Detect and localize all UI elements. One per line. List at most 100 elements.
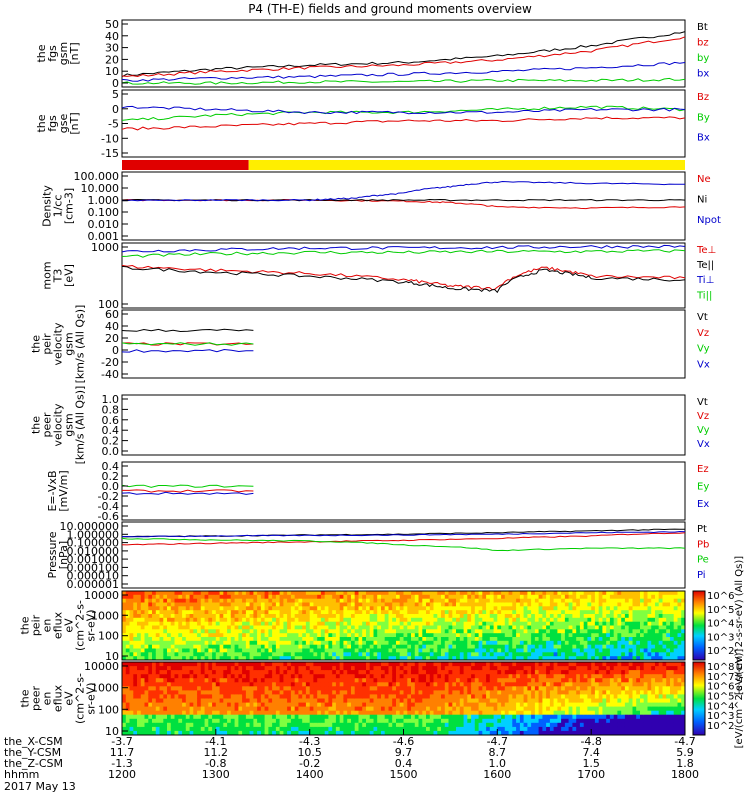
spectrogram-cell xyxy=(677,598,682,603)
spectrogram-cell xyxy=(287,662,292,667)
spectrogram-cell xyxy=(242,656,247,661)
spectrogram-cell xyxy=(302,637,307,642)
spectrogram-cell xyxy=(324,710,329,716)
spectrogram-cell xyxy=(290,598,296,603)
spectrogram-cell xyxy=(129,706,134,712)
spectrogram-cell xyxy=(448,591,453,596)
spectrogram-cell xyxy=(384,625,389,630)
series-Ex xyxy=(121,491,254,495)
spectrogram-cell xyxy=(640,644,645,649)
spectrogram-cell xyxy=(508,610,513,615)
spectrogram-cell xyxy=(185,614,191,619)
spectrogram-cell xyxy=(227,648,232,653)
spectrogram-cell xyxy=(174,625,179,630)
spectrogram-cell xyxy=(159,686,164,691)
spectrogram-cell xyxy=(189,621,194,626)
spectrogram-cell xyxy=(489,625,495,630)
spectrogram-cell xyxy=(369,710,374,716)
spectrogram-cell xyxy=(640,594,645,600)
spectrogram-cell xyxy=(294,610,299,615)
spectrogram-cell xyxy=(245,621,251,626)
spectrogram-cell xyxy=(392,686,397,691)
spectrogram-cell xyxy=(238,670,243,675)
spectrogram-cell xyxy=(655,629,660,634)
spectrogram-cell xyxy=(125,722,131,728)
spectrogram-cell xyxy=(200,644,206,649)
spectrogram-cell xyxy=(523,674,528,679)
spectrogram-cell xyxy=(335,730,341,736)
spectrogram-cell xyxy=(640,637,645,642)
spectrogram-cell xyxy=(677,610,682,615)
spectrogram-cell xyxy=(275,594,281,600)
spectrogram-cell xyxy=(313,674,318,679)
spectrogram-cell xyxy=(523,610,528,615)
spectrogram-cell xyxy=(358,714,363,720)
spectrogram-cell xyxy=(591,614,596,619)
spectrogram-cell xyxy=(234,606,239,611)
spectrogram-cell xyxy=(493,610,498,615)
y-tick-label: -0.6 xyxy=(98,510,119,523)
spectrogram-cell xyxy=(658,614,663,619)
series-Ey xyxy=(121,484,254,488)
spectrogram-cell xyxy=(542,610,547,615)
spectrogram-cell xyxy=(129,633,134,638)
spectrogram-cell xyxy=(208,602,213,607)
spectrogram-cell xyxy=(283,698,288,704)
spectrogram-cell xyxy=(351,598,356,603)
spectrogram-cell xyxy=(433,602,438,607)
spectrogram-cell xyxy=(407,625,412,630)
spectrogram-cell xyxy=(230,614,236,619)
spectrogram-cell xyxy=(369,637,374,642)
spectrogram-cell xyxy=(362,644,367,649)
spectrogram-cell xyxy=(193,670,198,675)
spectrogram-cell xyxy=(583,644,588,649)
y-tick-label: 40 xyxy=(105,30,119,43)
spectrogram-cell xyxy=(208,648,213,653)
spectrogram-cell xyxy=(399,591,404,596)
spectrogram-cell xyxy=(441,606,446,611)
spectrogram-cell xyxy=(347,698,352,704)
spectrogram-cell xyxy=(335,617,341,623)
spectrogram-cell xyxy=(467,652,472,657)
spectrogram-cell xyxy=(486,666,491,671)
spectrogram-cell xyxy=(328,730,333,736)
spectrogram-cell xyxy=(170,674,176,679)
spectrogram-cell xyxy=(602,594,607,600)
spectrogram-cell xyxy=(320,686,326,691)
spectrogram-cell xyxy=(426,602,431,607)
spectrogram-cell xyxy=(396,594,401,600)
spectrogram-cell xyxy=(159,670,164,675)
spectrogram-cell xyxy=(317,625,322,630)
spectrogram-cell xyxy=(268,644,273,649)
spectrogram-cell xyxy=(324,617,329,623)
panel-4: NeNiNpot100.00010.0001.0000.1000.0100.00… xyxy=(41,170,721,243)
spectrogram-cell xyxy=(208,686,213,691)
spectrogram-cell xyxy=(486,629,491,634)
spectrogram-cell xyxy=(324,621,329,626)
spectrogram-cell xyxy=(290,714,296,720)
spectrogram-cell xyxy=(320,644,326,649)
spectrogram-cell xyxy=(174,644,179,649)
spectrogram-cell xyxy=(531,722,536,728)
spectrogram-cell xyxy=(463,614,468,619)
spectrogram-cell xyxy=(452,594,457,600)
spectrogram-cell xyxy=(155,666,161,671)
spectrogram-cell xyxy=(242,610,247,615)
spectrogram-cell xyxy=(290,637,296,642)
spectrogram-cell xyxy=(245,702,251,708)
spectrogram-cell xyxy=(309,710,314,716)
spectrogram-cell xyxy=(290,730,296,736)
spectrogram-cell xyxy=(197,633,202,638)
spectrogram-cell xyxy=(523,644,528,649)
spectrogram-cell xyxy=(557,648,562,653)
spectrogram-cell xyxy=(471,690,476,695)
spectrogram-cell xyxy=(163,730,168,736)
spectrogram-cell xyxy=(478,686,483,691)
spectrogram-cell xyxy=(474,606,480,611)
spectrogram-cell xyxy=(538,718,543,724)
spectrogram-cell xyxy=(159,656,164,661)
spectrogram-cell xyxy=(403,686,408,691)
spectrogram-cell xyxy=(332,614,337,619)
spectrogram-cell xyxy=(230,682,236,687)
